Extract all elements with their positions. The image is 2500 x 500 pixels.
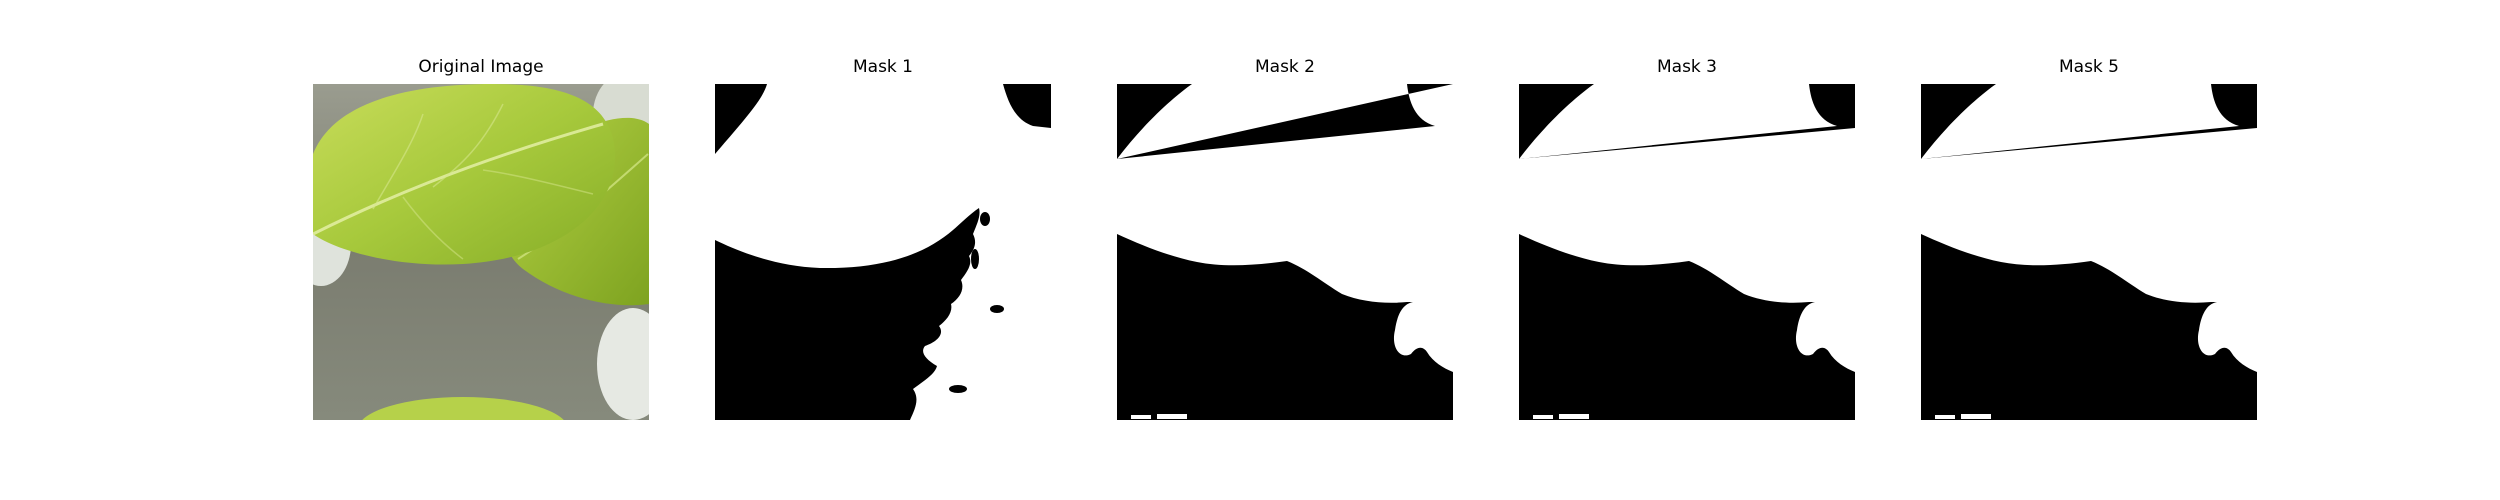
panel-original-image: Original Image [313, 56, 649, 420]
panel-mask-1: Mask 1 [715, 56, 1051, 420]
mask-3-shape [1519, 84, 1855, 420]
panel-title: Mask 5 [2058, 57, 2119, 77]
mask-image [1519, 84, 1855, 420]
panel-mask-2: Mask 2 [1117, 56, 1453, 420]
mask-5-shape [1921, 84, 2257, 420]
mask-image [1921, 84, 2257, 420]
mask-image [1117, 84, 1453, 420]
mask-image [715, 84, 1051, 420]
leaf-photo [313, 84, 649, 420]
mask-1-shape [715, 84, 1051, 420]
mask-2-shape [1117, 84, 1453, 420]
panel-title: Mask 2 [1254, 57, 1315, 77]
panel-title: Original Image [418, 57, 544, 77]
panel-mask-3: Mask 3 [1519, 56, 1855, 420]
panel-title: Mask 1 [852, 57, 913, 77]
original-image [313, 84, 649, 420]
panel-title: Mask 3 [1656, 57, 1717, 77]
panel-mask-5: Mask 5 [1921, 56, 2257, 420]
